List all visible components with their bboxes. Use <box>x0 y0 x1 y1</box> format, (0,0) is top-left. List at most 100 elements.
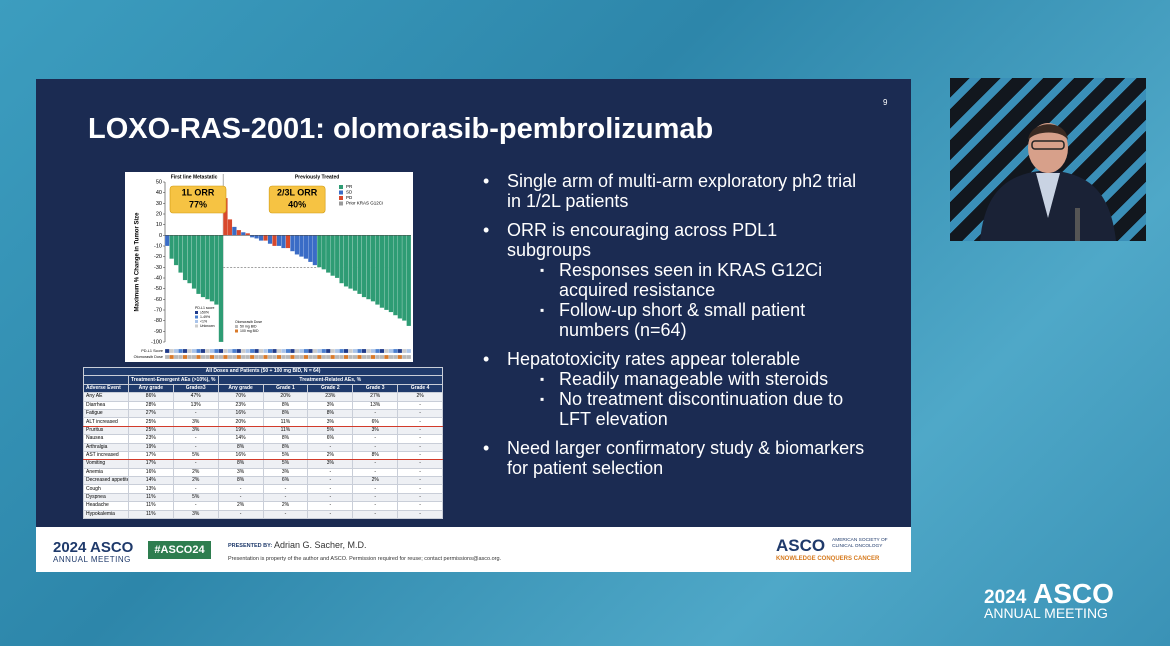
orr-value: 77% <box>189 199 207 209</box>
waterfall-chart: Maximum % Change in Tumor Size 50 40 30 20 10… <box>125 172 413 362</box>
table-row: Any AE 86% 47% 70% 20% 23% 27% 2% <box>83 392 443 402</box>
strip-cell <box>321 348 327 354</box>
table-cell: - <box>352 408 399 419</box>
bullet: Single arm of multi-arm exploratory ph2 … <box>480 171 865 211</box>
table-cell: 6% <box>262 476 309 486</box>
strip-cell <box>272 354 277 360</box>
strip-cell <box>334 348 340 354</box>
strip-cell <box>191 348 197 354</box>
orr-label: 2/3L ORR <box>277 187 318 197</box>
bar <box>272 235 277 247</box>
table-cell: Cough <box>83 484 129 494</box>
orr-box <box>268 185 326 214</box>
y-tick-label: -90 <box>154 329 162 335</box>
microphone <box>1075 208 1080 241</box>
table-cell: - <box>397 425 443 436</box>
hashtag: #ASCO24 <box>148 541 211 559</box>
table-row: Decreased appetite 14% 2% 8% 6% -2% - <box>83 476 443 486</box>
dose-swatch <box>235 329 238 333</box>
table-cell: Decreased appetite <box>83 476 129 486</box>
bar <box>276 235 282 247</box>
column-header: Grade 1 <box>262 383 309 394</box>
strip-label: Olomorasib Dose <box>134 355 163 359</box>
table-cell: 8% <box>262 442 309 452</box>
strip-cell <box>267 348 273 354</box>
table-cell: - <box>172 408 219 419</box>
table-row: Vomiting 17% -8% 5% 3% - - <box>83 459 443 469</box>
table-cell: Pruritus <box>83 425 129 436</box>
strip-cell <box>397 348 403 354</box>
table-cell: - <box>397 467 443 478</box>
bar <box>281 235 286 249</box>
table-cell: - <box>397 476 443 486</box>
legend-swatch <box>339 190 343 195</box>
strip-cell <box>299 348 304 354</box>
table-row: Treatment-Emergent AEs (>10%), % Treatmen… <box>83 375 444 385</box>
speaker-head <box>1028 123 1068 173</box>
legend-label: PD <box>346 195 353 200</box>
strip-cell <box>267 354 273 360</box>
strip-cell <box>214 354 219 360</box>
strip-cell <box>384 354 389 360</box>
strip-cell <box>285 354 291 360</box>
table-cell: - <box>172 459 219 469</box>
table-cell: - <box>307 492 354 503</box>
strip-cell <box>393 354 398 360</box>
strip-cell <box>312 354 318 360</box>
strip-cell <box>352 354 358 360</box>
bar <box>254 235 260 239</box>
bar <box>348 235 353 289</box>
table-cell: 27% <box>352 392 399 402</box>
bar <box>218 235 224 343</box>
table-cell: 8% <box>307 408 354 419</box>
y-tick-label: 30 <box>156 201 162 207</box>
section-label: First line Metastatic <box>171 174 218 180</box>
y-tick-label: -10 <box>154 243 162 249</box>
table-cell: 70% <box>217 392 264 402</box>
bar <box>205 235 210 300</box>
strip-cell <box>187 348 192 354</box>
table-cell: 5% <box>307 425 354 436</box>
strip-cell <box>263 348 268 354</box>
table-cell: 5% <box>172 492 219 503</box>
table-cell: - <box>397 400 443 410</box>
slide-footer: 2024 ASCO ANNUAL MEETING #ASCO24 PRESENT… <box>36 527 911 572</box>
logo-sub: ANNUAL MEETING <box>53 555 131 564</box>
table-row: Pruritus 25% 3% 19% 11% 5% 3% - <box>83 425 443 436</box>
table-cell: 25% <box>127 425 174 436</box>
strip-cell <box>406 354 412 360</box>
bar <box>361 235 367 298</box>
bar <box>321 235 327 270</box>
table-cell: 8% <box>217 476 264 486</box>
strip-cell <box>200 348 206 354</box>
table-cell: - <box>307 442 354 452</box>
strip-cell <box>254 354 260 360</box>
logo-year: 2024 <box>53 539 87 556</box>
strip-cell <box>406 348 412 354</box>
bar <box>343 235 349 287</box>
asco-full: AMERICAN SOCIETY OF CLINICAL ONCOLOGY <box>832 538 888 549</box>
bar <box>236 229 242 236</box>
dose-item: 50 mg BID <box>240 324 257 328</box>
strip-cell <box>173 348 179 354</box>
strip-cell <box>169 348 175 354</box>
presenter: Adrian G. Sacher, M.D. <box>274 540 367 550</box>
strip-cell <box>236 348 242 354</box>
strip-cell <box>339 348 345 354</box>
bullet: Need larger confirmatory study & biomark… <box>480 438 865 478</box>
strip-cell <box>209 348 215 354</box>
table-cell: Dyspnea <box>83 492 129 503</box>
table-cell: 13% <box>352 400 399 410</box>
table-cell: - <box>172 484 219 494</box>
table-caption: All Doses and Patients (50 + 100 mg BID,… <box>83 366 443 377</box>
table-row: AST increased 17% 5% 16% 5% 2% 8% - <box>83 450 443 461</box>
table-cell: 11% <box>127 509 174 520</box>
strip-cell <box>218 354 224 360</box>
watermark-sub: ANNUAL MEETING <box>984 605 1108 621</box>
bar <box>231 226 237 236</box>
table-cell: 20% <box>262 392 309 402</box>
bar <box>227 219 233 236</box>
strip-cell <box>254 348 260 354</box>
strip-cell <box>281 348 286 354</box>
strip-cell <box>249 354 255 360</box>
